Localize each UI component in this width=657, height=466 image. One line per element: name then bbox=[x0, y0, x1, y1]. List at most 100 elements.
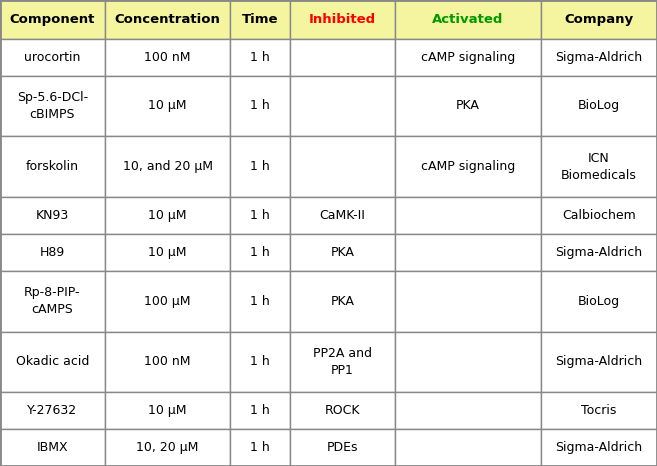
Text: Time: Time bbox=[242, 13, 279, 26]
Bar bbox=[395, 429, 541, 466]
Bar bbox=[105, 197, 231, 234]
Text: 1 h: 1 h bbox=[250, 51, 270, 63]
Text: Component: Component bbox=[10, 13, 95, 26]
Bar bbox=[0, 0, 105, 39]
Bar bbox=[541, 331, 657, 392]
Bar bbox=[105, 39, 231, 75]
Bar bbox=[290, 331, 395, 392]
Bar bbox=[395, 331, 541, 392]
Bar bbox=[231, 136, 290, 197]
Text: Rp-8-PIP-
cAMPS: Rp-8-PIP- cAMPS bbox=[24, 286, 81, 316]
Bar bbox=[231, 392, 290, 429]
Text: PKA: PKA bbox=[330, 246, 354, 259]
Bar bbox=[0, 429, 105, 466]
Text: PP2A and
PP1: PP2A and PP1 bbox=[313, 347, 372, 377]
Bar bbox=[105, 271, 231, 331]
Bar bbox=[395, 75, 541, 136]
Text: 10 μM: 10 μM bbox=[148, 99, 187, 112]
Bar bbox=[290, 197, 395, 234]
Text: Y-27632: Y-27632 bbox=[28, 404, 78, 417]
Bar bbox=[290, 234, 395, 271]
Text: 100 μM: 100 μM bbox=[145, 295, 191, 308]
Bar bbox=[0, 39, 105, 75]
Bar bbox=[541, 39, 657, 75]
Bar bbox=[290, 75, 395, 136]
Text: 100 nM: 100 nM bbox=[145, 51, 191, 63]
Bar bbox=[395, 271, 541, 331]
Text: 1 h: 1 h bbox=[250, 441, 270, 454]
Bar bbox=[541, 392, 657, 429]
Bar bbox=[541, 271, 657, 331]
Bar bbox=[290, 392, 395, 429]
Text: BioLog: BioLog bbox=[578, 99, 620, 112]
Bar bbox=[541, 75, 657, 136]
Bar bbox=[395, 392, 541, 429]
Text: 1 h: 1 h bbox=[250, 160, 270, 173]
Bar bbox=[105, 429, 231, 466]
Text: PDEs: PDEs bbox=[327, 441, 358, 454]
Bar bbox=[395, 197, 541, 234]
Text: Calbiochem: Calbiochem bbox=[562, 209, 635, 222]
Text: 10 μM: 10 μM bbox=[148, 209, 187, 222]
Text: Inhibited: Inhibited bbox=[309, 13, 376, 26]
Text: cAMP signaling: cAMP signaling bbox=[420, 51, 515, 63]
Bar bbox=[395, 39, 541, 75]
Text: Sigma-Aldrich: Sigma-Aldrich bbox=[555, 246, 643, 259]
Bar bbox=[290, 271, 395, 331]
Bar bbox=[231, 429, 290, 466]
Text: ICN
Biomedicals: ICN Biomedicals bbox=[561, 152, 637, 182]
Text: BioLog: BioLog bbox=[578, 295, 620, 308]
Text: Concentration: Concentration bbox=[115, 13, 221, 26]
Text: Company: Company bbox=[564, 13, 633, 26]
Bar bbox=[0, 234, 105, 271]
Text: urocortin: urocortin bbox=[24, 51, 81, 63]
Text: Activated: Activated bbox=[432, 13, 503, 26]
Text: Sigma-Aldrich: Sigma-Aldrich bbox=[555, 441, 643, 454]
Text: 1 h: 1 h bbox=[250, 356, 270, 369]
Text: 10 μM: 10 μM bbox=[148, 246, 187, 259]
Text: H89: H89 bbox=[40, 246, 65, 259]
Text: PKA: PKA bbox=[330, 295, 354, 308]
Bar bbox=[541, 197, 657, 234]
Bar bbox=[0, 331, 105, 392]
Bar bbox=[0, 136, 105, 197]
Bar bbox=[290, 39, 395, 75]
Text: Tocris: Tocris bbox=[581, 404, 616, 417]
Bar bbox=[395, 136, 541, 197]
Bar bbox=[0, 75, 105, 136]
Text: 1 h: 1 h bbox=[250, 246, 270, 259]
Bar bbox=[231, 0, 290, 39]
Text: 1 h: 1 h bbox=[250, 404, 270, 417]
Text: cAMP signaling: cAMP signaling bbox=[420, 160, 515, 173]
Bar bbox=[541, 136, 657, 197]
Bar bbox=[395, 234, 541, 271]
Text: 10, and 20 μM: 10, and 20 μM bbox=[123, 160, 213, 173]
Text: Okadic acid: Okadic acid bbox=[16, 356, 89, 369]
Bar bbox=[290, 0, 395, 39]
Text: 1 h: 1 h bbox=[250, 99, 270, 112]
Text: Sigma-Aldrich: Sigma-Aldrich bbox=[555, 356, 643, 369]
Text: IBMX: IBMX bbox=[37, 441, 68, 454]
Bar bbox=[0, 271, 105, 331]
Bar bbox=[541, 234, 657, 271]
Bar bbox=[231, 331, 290, 392]
Bar bbox=[105, 75, 231, 136]
Text: 100 nM: 100 nM bbox=[145, 356, 191, 369]
Bar bbox=[231, 271, 290, 331]
Bar bbox=[541, 429, 657, 466]
Text: 1 h: 1 h bbox=[250, 209, 270, 222]
Bar bbox=[290, 136, 395, 197]
Text: ROCK: ROCK bbox=[325, 404, 360, 417]
Text: Sigma-Aldrich: Sigma-Aldrich bbox=[555, 51, 643, 63]
Bar bbox=[105, 331, 231, 392]
Bar bbox=[105, 234, 231, 271]
Text: CaMK-II: CaMK-II bbox=[319, 209, 365, 222]
Bar bbox=[231, 75, 290, 136]
Text: KN93: KN93 bbox=[36, 209, 69, 222]
Bar bbox=[0, 392, 105, 429]
Text: 10, 20 μM: 10, 20 μM bbox=[137, 441, 199, 454]
Text: Sp-5.6-DCl-
cBIMPS: Sp-5.6-DCl- cBIMPS bbox=[17, 91, 88, 121]
Text: PKA: PKA bbox=[456, 99, 480, 112]
Bar bbox=[105, 0, 231, 39]
Bar bbox=[0, 197, 105, 234]
